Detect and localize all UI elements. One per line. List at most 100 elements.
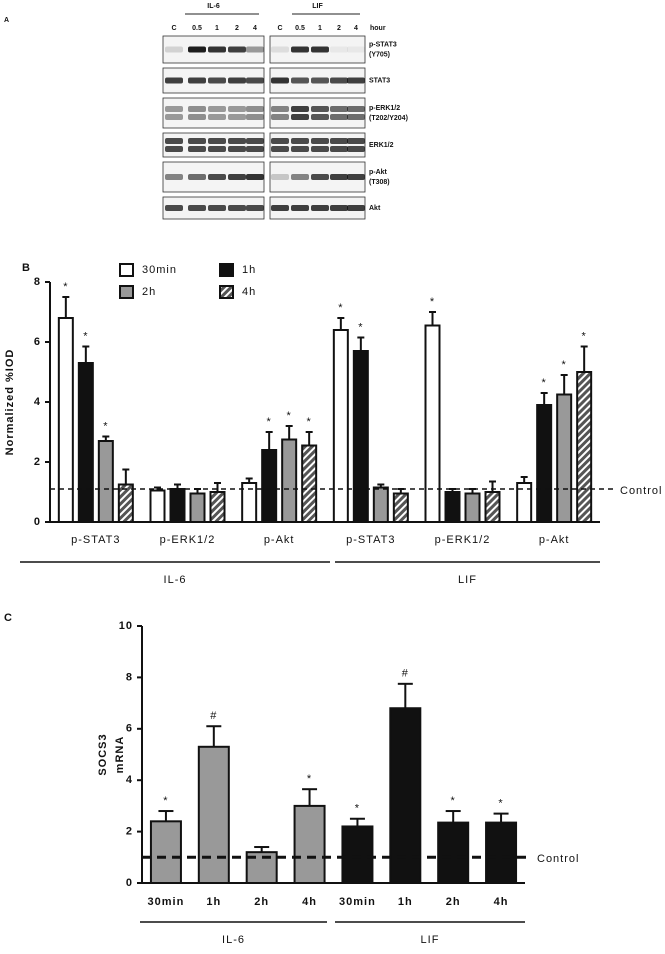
legend-label: 2h: [142, 286, 156, 298]
bar: [261, 449, 278, 523]
x-tick-label: p-ERK1/2: [160, 534, 216, 546]
x-tick-label: 2h: [254, 896, 269, 908]
row-label: (T308): [369, 179, 390, 186]
blot-band: [311, 205, 329, 211]
blot-band: [291, 146, 309, 152]
y-tick-label: 6: [126, 723, 133, 735]
blot-band: [208, 146, 226, 152]
lane-label: 1: [318, 25, 322, 32]
significance-marker: *: [498, 798, 503, 810]
blot-band: [347, 77, 365, 84]
blot-band: [188, 138, 206, 144]
blot-band: [271, 174, 289, 180]
significance-marker: *: [267, 416, 272, 428]
significance-marker: #: [402, 668, 409, 680]
significance-marker: *: [307, 773, 312, 785]
blot-band: [271, 106, 289, 112]
bar: [209, 491, 226, 523]
panel-label: C: [4, 612, 13, 624]
lane-label: 2: [235, 25, 239, 32]
panel-label: A: [4, 17, 9, 24]
blot-band: [208, 114, 226, 120]
bar: [484, 491, 501, 523]
bar: [293, 804, 326, 885]
legend-swatch: [119, 263, 134, 277]
blot-band: [330, 146, 348, 152]
chart-c: C 0 2 4 6 8 10 SOCS3 mRNA 30min 1h 2h 4h 30min 1h 2h 4h I…: [4, 612, 578, 946]
blot-band: [271, 138, 289, 144]
chart-b: B 0 2 4 6 8 Normalized %IOD p-STAT3 p-ERK1/2 p-Ak…: [4, 262, 662, 586]
blot-band: [330, 205, 348, 211]
legend-label: 4h: [242, 286, 256, 298]
lane-label: 0.5: [192, 25, 202, 32]
x-tick-label: 1h: [206, 896, 221, 908]
blot-box: [162, 132, 265, 158]
y-tick-label: 0: [126, 877, 133, 889]
group-label: LIF: [421, 934, 440, 946]
blot-band: [246, 205, 264, 211]
blot-band: [165, 77, 183, 84]
significance-marker: *: [355, 803, 360, 815]
blot-band: [311, 174, 329, 180]
x-tick-label: 30min: [339, 896, 376, 908]
lane-label: C: [277, 25, 282, 32]
blot-band: [246, 106, 264, 112]
blot-band: [311, 114, 329, 120]
blot-box: [269, 97, 366, 129]
x-tick-label: p-STAT3: [71, 534, 120, 546]
row-label: ERK1/2: [369, 142, 394, 149]
significance-marker: *: [582, 330, 587, 342]
blot-band: [271, 146, 289, 152]
blot-band: [330, 106, 348, 112]
bar: [516, 482, 533, 523]
x-tick-label: p-ERK1/2: [435, 534, 491, 546]
x-tick-label: p-STAT3: [346, 534, 395, 546]
bar: [389, 707, 422, 884]
bar: [485, 821, 518, 884]
y-tick-label: 4: [34, 396, 41, 408]
blot-band: [246, 46, 264, 53]
group-label: IL-6: [207, 3, 220, 10]
bar: [301, 444, 318, 523]
blot-band: [330, 174, 348, 180]
bar: [372, 486, 389, 523]
bar: [281, 438, 298, 523]
blot-band: [347, 106, 365, 112]
blot-band: [291, 205, 309, 211]
group-label: LIF: [312, 3, 323, 10]
significance-marker: *: [63, 281, 68, 293]
row-label: (Y705): [369, 51, 390, 58]
blot-band: [228, 205, 246, 211]
bar: [332, 329, 349, 523]
bar: [576, 371, 593, 523]
blot-band: [347, 46, 365, 53]
x-tick-label: 2h: [446, 896, 461, 908]
y-tick-label: 2: [34, 456, 41, 468]
bar: [77, 362, 94, 523]
blot-band: [165, 205, 183, 211]
blot-band: [291, 138, 309, 144]
blot-band: [291, 114, 309, 120]
x-tick-label: p-Akt: [539, 534, 570, 546]
blot-band: [271, 205, 289, 211]
blot-band: [228, 46, 246, 53]
lane-label: 4: [253, 25, 257, 32]
blot-band: [347, 138, 365, 144]
blot-band: [228, 146, 246, 152]
blot-box: [269, 132, 366, 158]
lane-label: 2: [337, 25, 341, 32]
y-axis-label: Normalized %IOD: [4, 349, 16, 456]
blot-band: [291, 174, 309, 180]
significance-marker: *: [307, 416, 312, 428]
bar: [536, 404, 553, 523]
significance-marker: *: [83, 330, 88, 342]
bar: [556, 393, 573, 523]
blot-band: [347, 205, 365, 211]
blot-band: [188, 46, 206, 53]
reference-label: Control: [620, 485, 662, 497]
panel-label: B: [22, 262, 31, 274]
x-tick-label: 4h: [302, 896, 317, 908]
blot-band: [246, 138, 264, 144]
blot-band: [208, 106, 226, 112]
significance-marker: *: [430, 296, 435, 308]
